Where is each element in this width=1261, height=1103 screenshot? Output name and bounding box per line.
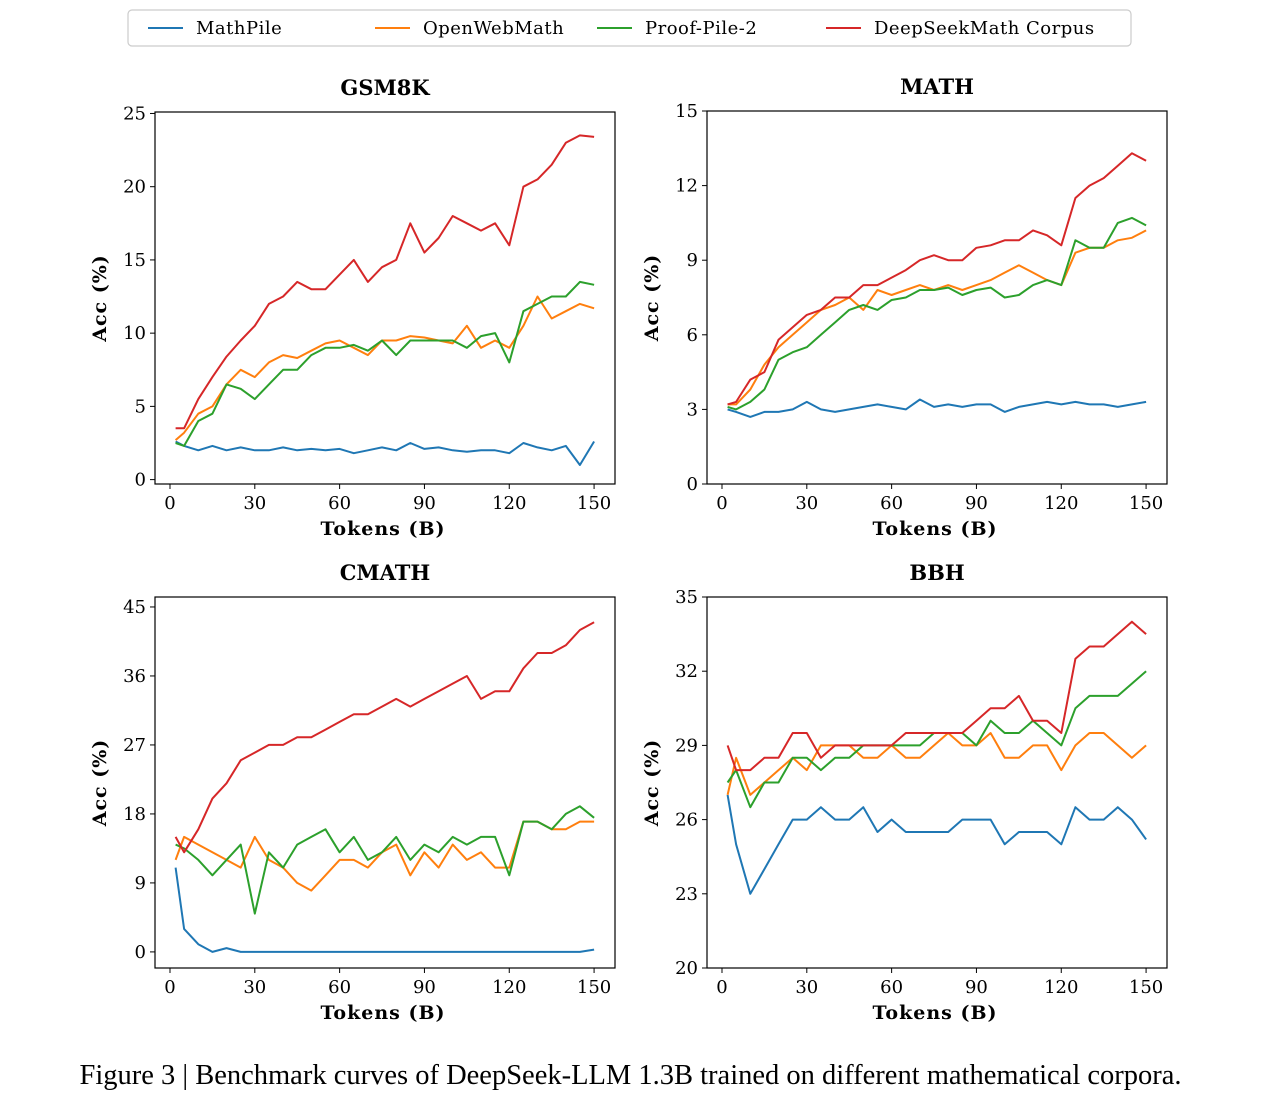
x-axis-label: Tokens (B)	[320, 1002, 445, 1024]
y-tick-label: 36	[123, 666, 146, 687]
x-tick-label: 60	[328, 493, 351, 514]
x-tick-label: 150	[577, 977, 611, 998]
x-tick-label: 90	[413, 977, 436, 998]
subplot-math: MATH 0 30 60 90 120 150 0 3 6 9 12 15 Tokens (B) Acc (…	[641, 74, 1168, 540]
series-line-mathpile	[727, 398, 1147, 418]
y-tick-label: 10	[123, 323, 146, 344]
subplot-title: GSM8K	[340, 75, 430, 100]
x-axis-label: Tokens (B)	[320, 518, 445, 540]
legend-label: OpenWebMath	[423, 18, 564, 39]
series-line-proof-pile-2	[175, 805, 595, 915]
y-tick-label: 20	[123, 177, 146, 198]
y-tick-label: 23	[675, 884, 698, 905]
plot-frame	[154, 111, 616, 485]
x-tick-label: 90	[965, 977, 988, 998]
x-axis-label: Tokens (B)	[872, 518, 997, 540]
y-tick-label: 25	[123, 103, 146, 124]
y-tick-label: 9	[687, 250, 698, 271]
series-line-openwebmath	[726, 732, 1147, 796]
series-line-proof-pile-2	[727, 216, 1147, 411]
figure-caption: Figure 3 | Benchmark curves of DeepSeek-…	[79, 1060, 1182, 1091]
y-axis-label: Acc (%)	[641, 739, 663, 828]
x-tick-label: 30	[795, 493, 818, 514]
x-tick-label: 30	[243, 493, 266, 514]
y-tick-label: 0	[135, 470, 146, 491]
x-tick-label: 60	[880, 493, 903, 514]
y-tick-label: 5	[135, 396, 146, 417]
y-tick-label: 6	[687, 325, 698, 346]
x-tick-label: 120	[1044, 977, 1078, 998]
series-line-mathpile	[175, 440, 595, 466]
x-tick-label: 60	[880, 977, 903, 998]
y-tick-label: 18	[123, 804, 146, 825]
y-tick-label: 45	[123, 597, 146, 618]
series-line-deepseekmath-corpus	[174, 621, 595, 854]
x-tick-label: 0	[164, 493, 175, 514]
y-axis-label: Acc (%)	[641, 254, 663, 343]
legend-label: Proof-Pile-2	[645, 18, 757, 39]
subplot-cmath: CMATH 0 30 60 90 120 150 0 9 18 27 36 45 Tokens (B) Ac…	[89, 560, 616, 1024]
series-line-deepseekmath-corpus	[727, 152, 1147, 406]
x-tick-label: 120	[1044, 493, 1078, 514]
x-tick-label: 150	[1129, 493, 1163, 514]
subplot-title: MATH	[900, 74, 974, 99]
x-tick-label: 150	[577, 493, 611, 514]
y-tick-label: 32	[675, 661, 698, 682]
series-line-mathpile	[726, 794, 1147, 895]
y-tick-label: 29	[675, 735, 698, 756]
y-tick-label: 9	[135, 873, 146, 894]
y-tick-label: 12	[675, 176, 698, 197]
y-tick-label: 35	[675, 587, 698, 608]
plot-frame	[706, 110, 1168, 485]
x-tick-label: 0	[716, 493, 727, 514]
subplot-title: CMATH	[340, 560, 431, 585]
legend: MathPile OpenWebMath Proof-Pile-2 DeepSeekM…	[127, 9, 1132, 47]
x-tick-label: 150	[1129, 977, 1163, 998]
plot-frame	[154, 596, 616, 969]
subplot-title: BBH	[909, 560, 964, 585]
x-axis-label: Tokens (B)	[872, 1002, 997, 1024]
legend-label: MathPile	[196, 18, 282, 39]
x-tick-label: 0	[716, 977, 727, 998]
x-tick-label: 30	[243, 977, 266, 998]
subplot-gsm8k: GSM8K 0 30 60 90 120 150 0 5 10 15 20 25 Tokens (B) Ac…	[89, 75, 616, 540]
series-line-openwebmath	[174, 820, 595, 892]
legend-label: DeepSeekMath Corpus	[874, 18, 1095, 39]
series-line-mathpile	[174, 867, 595, 953]
series-line-deepseekmath-corpus	[726, 620, 1147, 772]
y-tick-label: 0	[135, 942, 146, 963]
y-tick-label: 27	[123, 735, 146, 756]
x-tick-label: 120	[492, 977, 526, 998]
series-line-openwebmath	[174, 295, 595, 441]
x-tick-label: 30	[795, 977, 818, 998]
x-tick-label: 120	[492, 493, 526, 514]
x-tick-label: 90	[413, 493, 436, 514]
y-axis-label: Acc (%)	[89, 739, 111, 828]
y-axis-label: Acc (%)	[89, 254, 111, 343]
x-tick-label: 60	[328, 977, 351, 998]
y-tick-label: 0	[687, 474, 698, 495]
series-line-deepseekmath-corpus	[175, 134, 595, 430]
y-tick-label: 20	[675, 958, 698, 979]
x-tick-label: 90	[965, 493, 988, 514]
plot-frame	[706, 596, 1168, 969]
subplot-bbh: BBH 0 30 60 90 120 150 20 23 26 29 32 35 Tokens (B) Ac…	[641, 560, 1168, 1024]
series-line-proof-pile-2	[175, 280, 595, 447]
y-tick-label: 15	[123, 250, 146, 271]
y-tick-label: 3	[687, 399, 698, 420]
y-tick-label: 15	[675, 101, 698, 122]
y-tick-label: 26	[675, 810, 698, 831]
x-tick-label: 0	[164, 977, 175, 998]
